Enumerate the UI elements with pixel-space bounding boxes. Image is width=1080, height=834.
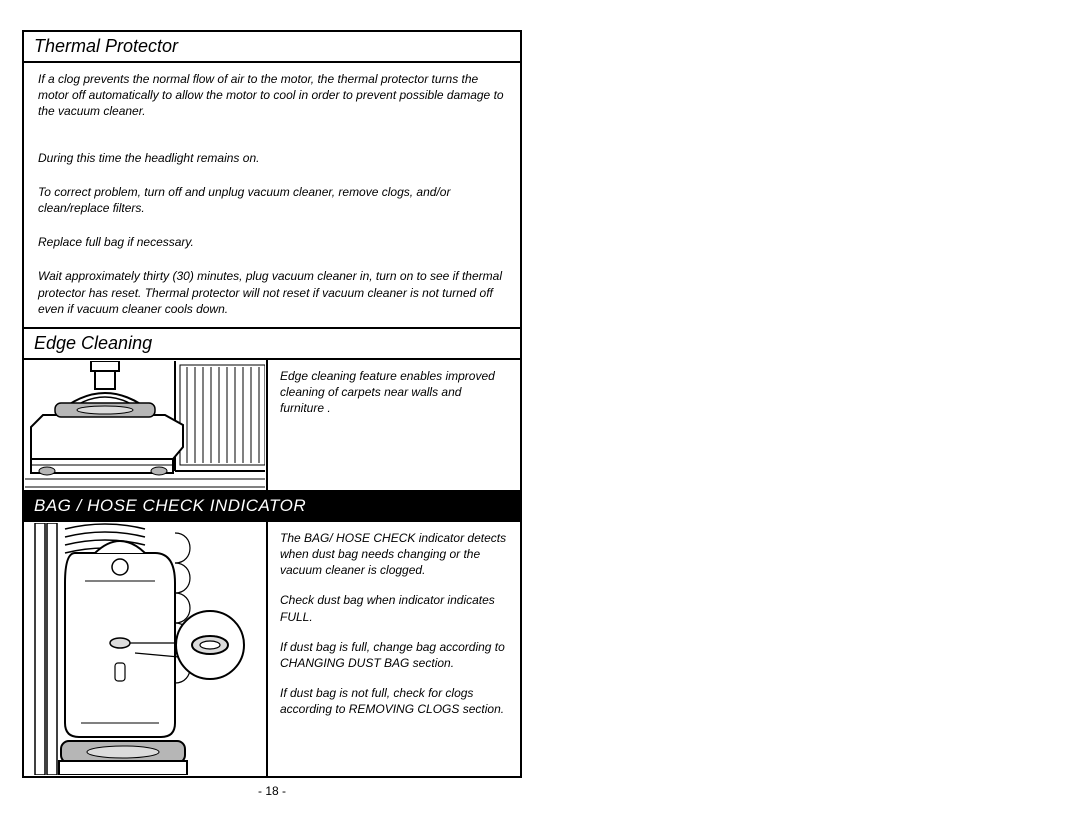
edge-p1: Edge cleaning feature enables improved c… <box>280 368 508 417</box>
edge-cleaning-text: Edge cleaning feature enables improved c… <box>268 360 520 490</box>
thermal-protector-heading: Thermal Protector <box>22 30 522 63</box>
manual-page: Thermal Protector If a clog prevents the… <box>22 30 522 798</box>
thermal-p1: If a clog prevents the normal flow of ai… <box>38 71 506 120</box>
thermal-p5: Wait approximately thirty (30) minutes, … <box>38 268 506 317</box>
thermal-p2: During this time the headlight remains o… <box>38 150 506 166</box>
edge-cleaning-row: Edge cleaning feature enables improved c… <box>22 360 522 492</box>
bag-hose-heading: BAG / HOSE CHECK INDICATOR <box>22 492 522 522</box>
thermal-protector-body: If a clog prevents the normal flow of ai… <box>22 63 522 329</box>
edge-cleaning-illustration <box>25 361 265 489</box>
edge-cleaning-figure <box>24 360 268 490</box>
bag-p3: If dust bag is full, change bag accordin… <box>280 639 508 671</box>
heading-text: Thermal Protector <box>34 36 178 56</box>
bag-p1: The BAG/ HOSE CHECK indicator detects wh… <box>280 530 508 579</box>
bag-hose-row: The BAG/ HOSE CHECK indicator detects wh… <box>22 522 522 778</box>
bag-p4: If dust bag is not full, check for clogs… <box>280 685 508 717</box>
bag-hose-figure <box>24 522 268 776</box>
bag-p2: Check dust bag when indicator indicates … <box>280 592 508 624</box>
heading-text: Edge Cleaning <box>34 333 152 353</box>
heading-text: BAG / HOSE CHECK INDICATOR <box>34 496 306 515</box>
thermal-p3: To correct problem, turn off and unplug … <box>38 184 506 216</box>
edge-cleaning-heading: Edge Cleaning <box>22 329 522 360</box>
page-number: - 18 - <box>22 784 522 798</box>
bag-hose-illustration <box>25 523 265 775</box>
thermal-p4: Replace full bag if necessary. <box>38 234 506 250</box>
bag-hose-text: The BAG/ HOSE CHECK indicator detects wh… <box>268 522 520 776</box>
